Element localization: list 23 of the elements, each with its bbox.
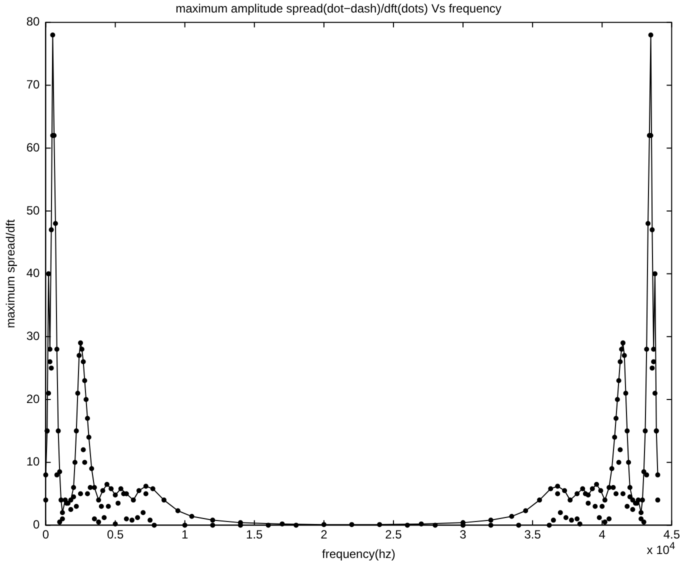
y-tick-label: 60 — [26, 140, 40, 154]
y-axis-title: maximum spread/dft — [4, 218, 18, 328]
y-tick-label: 20 — [26, 392, 40, 406]
x-tick-label: 3.5 — [524, 528, 542, 542]
x-tick-label: 2 — [320, 528, 328, 542]
y-tick-label: 70 — [26, 78, 40, 92]
y-tick-label: 30 — [26, 328, 40, 343]
x-tick-label: 4 — [598, 528, 606, 542]
y-tick-label: 50 — [26, 203, 40, 218]
x-tick-label: 2.5 — [385, 528, 402, 542]
x-tick-label: 3 — [460, 528, 467, 542]
chart-title: maximum amplitude spread(dot−dash)/dft(dots) Vs frequency — [176, 2, 502, 16]
y-tick-label: 0 — [33, 518, 40, 532]
x-tick-label: 0 — [42, 528, 50, 542]
x-tick-label: 1.5 — [246, 528, 264, 542]
x-axis-title: frequency(hz) — [322, 547, 396, 562]
y-tick-label: 80 — [26, 14, 40, 29]
y-tick-label: 10 — [26, 454, 40, 469]
x-tick-label: 1 — [181, 528, 188, 542]
x-tick-label: 0.5 — [106, 528, 124, 542]
x-tick-label: 4.5 — [663, 528, 680, 542]
text: x 10$^{4}$ — [646, 541, 675, 557]
y-tick-label: 40 — [26, 266, 40, 280]
